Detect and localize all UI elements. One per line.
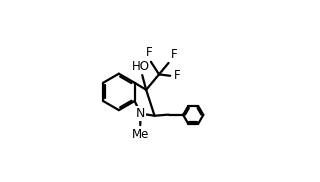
Text: F: F (171, 48, 177, 61)
Text: F: F (174, 69, 180, 82)
Text: N: N (136, 107, 145, 120)
Text: HO: HO (132, 60, 150, 73)
Text: Me: Me (132, 128, 149, 141)
Text: F: F (146, 46, 153, 59)
